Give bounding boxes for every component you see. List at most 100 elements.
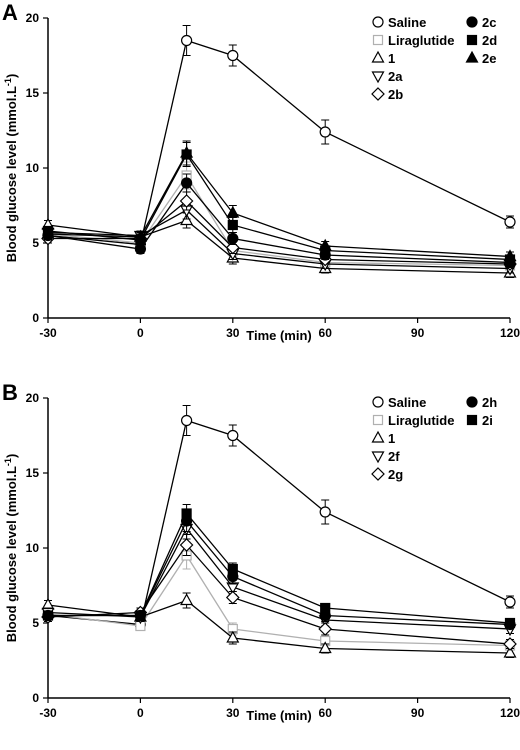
legend: Saline Liraglutide 1 2f 2g 2h 2i <box>371 395 497 482</box>
x-tick-label: 0 <box>137 326 144 340</box>
legend-marker <box>466 34 478 46</box>
y-axis-title: Blood glucose level (mmol.L-1) <box>3 74 19 263</box>
series-line <box>47 554 511 647</box>
data-point <box>227 219 238 231</box>
y-tick-label: 20 <box>26 11 40 25</box>
data-point <box>503 249 517 262</box>
data-point <box>41 226 55 239</box>
x-axis-title: Time (min) <box>246 328 312 343</box>
data-point <box>42 610 54 621</box>
series-line <box>47 527 511 630</box>
legend-marker <box>372 414 384 426</box>
series-line <box>47 39 511 246</box>
data-point <box>179 194 194 208</box>
series-line <box>47 543 511 645</box>
x-axis-title: Time (min) <box>246 708 312 723</box>
legend-label: 2g <box>388 467 403 482</box>
legend-label: 2h <box>482 395 497 410</box>
legend-label: 2c <box>482 15 496 30</box>
data-point <box>319 126 331 138</box>
x-tick-label: -30 <box>39 326 57 340</box>
legend-label: 2f <box>388 449 400 464</box>
series-line <box>47 599 511 654</box>
data-point <box>503 637 517 651</box>
data-point <box>319 506 331 518</box>
data-point <box>227 49 239 62</box>
legend-marker <box>465 50 479 63</box>
legend-label: Liraglutide <box>388 33 454 48</box>
data-point <box>181 508 192 519</box>
legend-label: 1 <box>388 51 395 66</box>
x-tick-label: -30 <box>39 706 57 720</box>
data-point <box>225 590 240 605</box>
y-tick-label: 5 <box>32 236 39 250</box>
data-point <box>318 622 333 636</box>
legend-marker <box>371 430 385 443</box>
x-tick-label: 90 <box>411 706 425 720</box>
legend-label: 1 <box>388 431 395 446</box>
data-point <box>134 243 146 255</box>
series-Saline <box>42 25 516 251</box>
data-point <box>318 238 332 251</box>
data-point <box>179 538 194 552</box>
x-tick-label: 120 <box>500 326 520 340</box>
legend-marker <box>466 414 478 426</box>
y-tick-label: 10 <box>26 541 40 555</box>
data-point <box>181 177 193 189</box>
legend-label: 2i <box>482 413 493 428</box>
data-point <box>181 414 193 427</box>
data-point <box>227 563 238 575</box>
legend-marker <box>371 87 385 101</box>
legend-marker <box>371 467 385 481</box>
legend-marker <box>371 451 385 464</box>
series-line <box>47 181 511 264</box>
data-point <box>318 641 332 654</box>
x-tick-label: 90 <box>411 326 425 340</box>
series-line <box>48 512 511 624</box>
legend-marker <box>372 396 384 408</box>
legend-marker <box>372 16 384 28</box>
legend-marker <box>466 396 478 408</box>
data-point <box>503 645 517 658</box>
y-axis-title: Blood glucose level (mmol.L-1) <box>3 454 19 643</box>
series-line <box>48 519 511 626</box>
data-point <box>181 34 193 47</box>
series-line <box>48 200 511 265</box>
data-point <box>504 216 516 228</box>
series-line <box>47 153 511 261</box>
y-tick-label: 20 <box>26 391 40 405</box>
series-line <box>47 419 511 626</box>
legend-marker <box>372 34 384 46</box>
x-tick-label: 120 <box>500 706 520 720</box>
data-point <box>227 232 239 245</box>
data-point <box>180 593 194 606</box>
series-2g <box>41 534 517 651</box>
y-tick-label: 15 <box>26 466 40 480</box>
data-point <box>135 610 146 621</box>
x-tick-label: 0 <box>137 706 144 720</box>
legend-marker <box>371 71 385 84</box>
series-line <box>47 174 511 267</box>
panel-label: B <box>2 380 18 405</box>
y-tick-label: 5 <box>32 616 39 630</box>
legend-label: 2e <box>482 51 496 66</box>
legend: Saline Liraglutide 1 2a 2b 2c 2d 2e <box>371 15 497 102</box>
series-line <box>47 151 511 258</box>
legend-label: 2a <box>388 69 403 84</box>
data-point <box>504 617 516 629</box>
legend-label: 2b <box>388 87 403 102</box>
series-2e <box>41 140 517 262</box>
data-point <box>320 602 331 614</box>
x-tick-label: 30 <box>226 706 240 720</box>
series-2i <box>42 504 516 629</box>
data-point <box>504 596 516 608</box>
data-point <box>227 429 239 442</box>
legend-marker <box>466 16 478 28</box>
legend-label: Saline <box>388 395 426 410</box>
data-point <box>226 205 240 218</box>
series-line <box>47 209 511 270</box>
y-tick-label: 0 <box>32 691 39 705</box>
